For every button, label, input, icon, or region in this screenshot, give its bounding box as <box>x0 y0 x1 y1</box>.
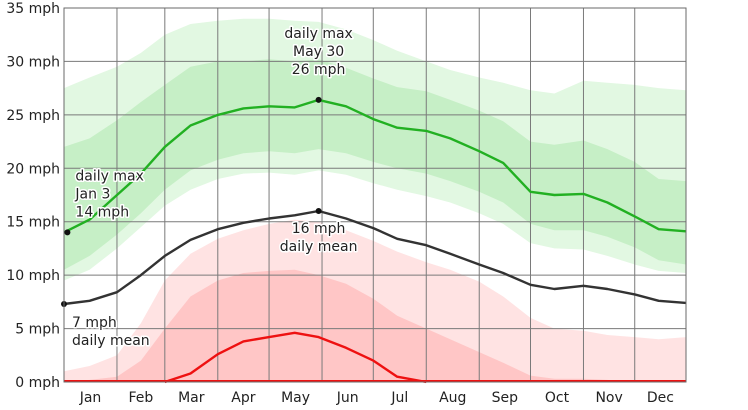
y-tick-label: 35 mph <box>6 1 60 17</box>
y-axis-tick-labels: 0 mph 5 mph 10 mph 15 mph 20 mph 25 mph 30 mph… <box>6 1 60 391</box>
annotation-line: 26 mph <box>292 62 346 78</box>
month-label: Sep <box>492 390 519 406</box>
y-tick-label: 10 mph <box>6 268 60 284</box>
annotation-mean-low: 7 mph daily mean <box>72 315 150 349</box>
month-label: Jul <box>390 390 408 406</box>
x-axis-month-labels: Jan Feb Mar Apr May Jun Jul Aug Sep Oct Nov Dec <box>79 390 674 406</box>
annotation-line: daily max <box>75 168 143 184</box>
annotation-max-high: daily max May 30 26 mph <box>284 26 352 78</box>
daily-mean-line <box>63 209 687 306</box>
month-label: May <box>281 390 310 406</box>
daily-min-line <box>164 331 427 384</box>
annotations: daily max Jan 3 14 mph daily max May 30 26 mp… <box>71 24 359 350</box>
month-label: Aug <box>439 390 466 406</box>
annotation-line: 16 mph <box>292 221 346 237</box>
month-label: Nov <box>595 390 622 406</box>
point-mean_high <box>315 208 322 215</box>
month-label: Dec <box>647 390 674 406</box>
month-label: Oct <box>545 390 570 406</box>
annotation-line: 14 mph <box>75 204 129 220</box>
y-tick-label: 25 mph <box>6 108 60 124</box>
annotation-line: Jan 3 <box>74 186 110 202</box>
month-label: Jan <box>79 390 102 406</box>
daily-max-line <box>63 98 687 234</box>
month-label: Apr <box>231 390 255 406</box>
month-label: Mar <box>178 390 205 406</box>
y-tick-label: 5 mph <box>15 322 60 338</box>
annotation-line: daily max <box>284 26 352 42</box>
percentile-bands <box>64 18 686 382</box>
annotation-line: daily mean <box>72 333 150 349</box>
point-max_high <box>315 96 322 103</box>
annotation-line: 7 mph <box>72 315 117 331</box>
month-label: Feb <box>128 390 153 406</box>
y-tick-label: 30 mph <box>6 54 60 70</box>
y-tick-label: 0 mph <box>15 375 60 391</box>
plot-frame <box>63 7 687 383</box>
annotation-mean-high: 16 mph daily mean <box>280 221 358 255</box>
series-lines <box>63 98 687 384</box>
annotation-max-low: daily max Jan 3 14 mph <box>74 168 143 220</box>
annotation-line: daily mean <box>280 239 358 255</box>
month-label: Jun <box>336 390 359 406</box>
extreme-points <box>61 96 322 307</box>
y-tick-label: 20 mph <box>6 161 60 177</box>
y-tick-label: 15 mph <box>6 215 60 231</box>
annotation-line: May 30 <box>293 44 344 60</box>
point-max_low <box>64 229 71 236</box>
